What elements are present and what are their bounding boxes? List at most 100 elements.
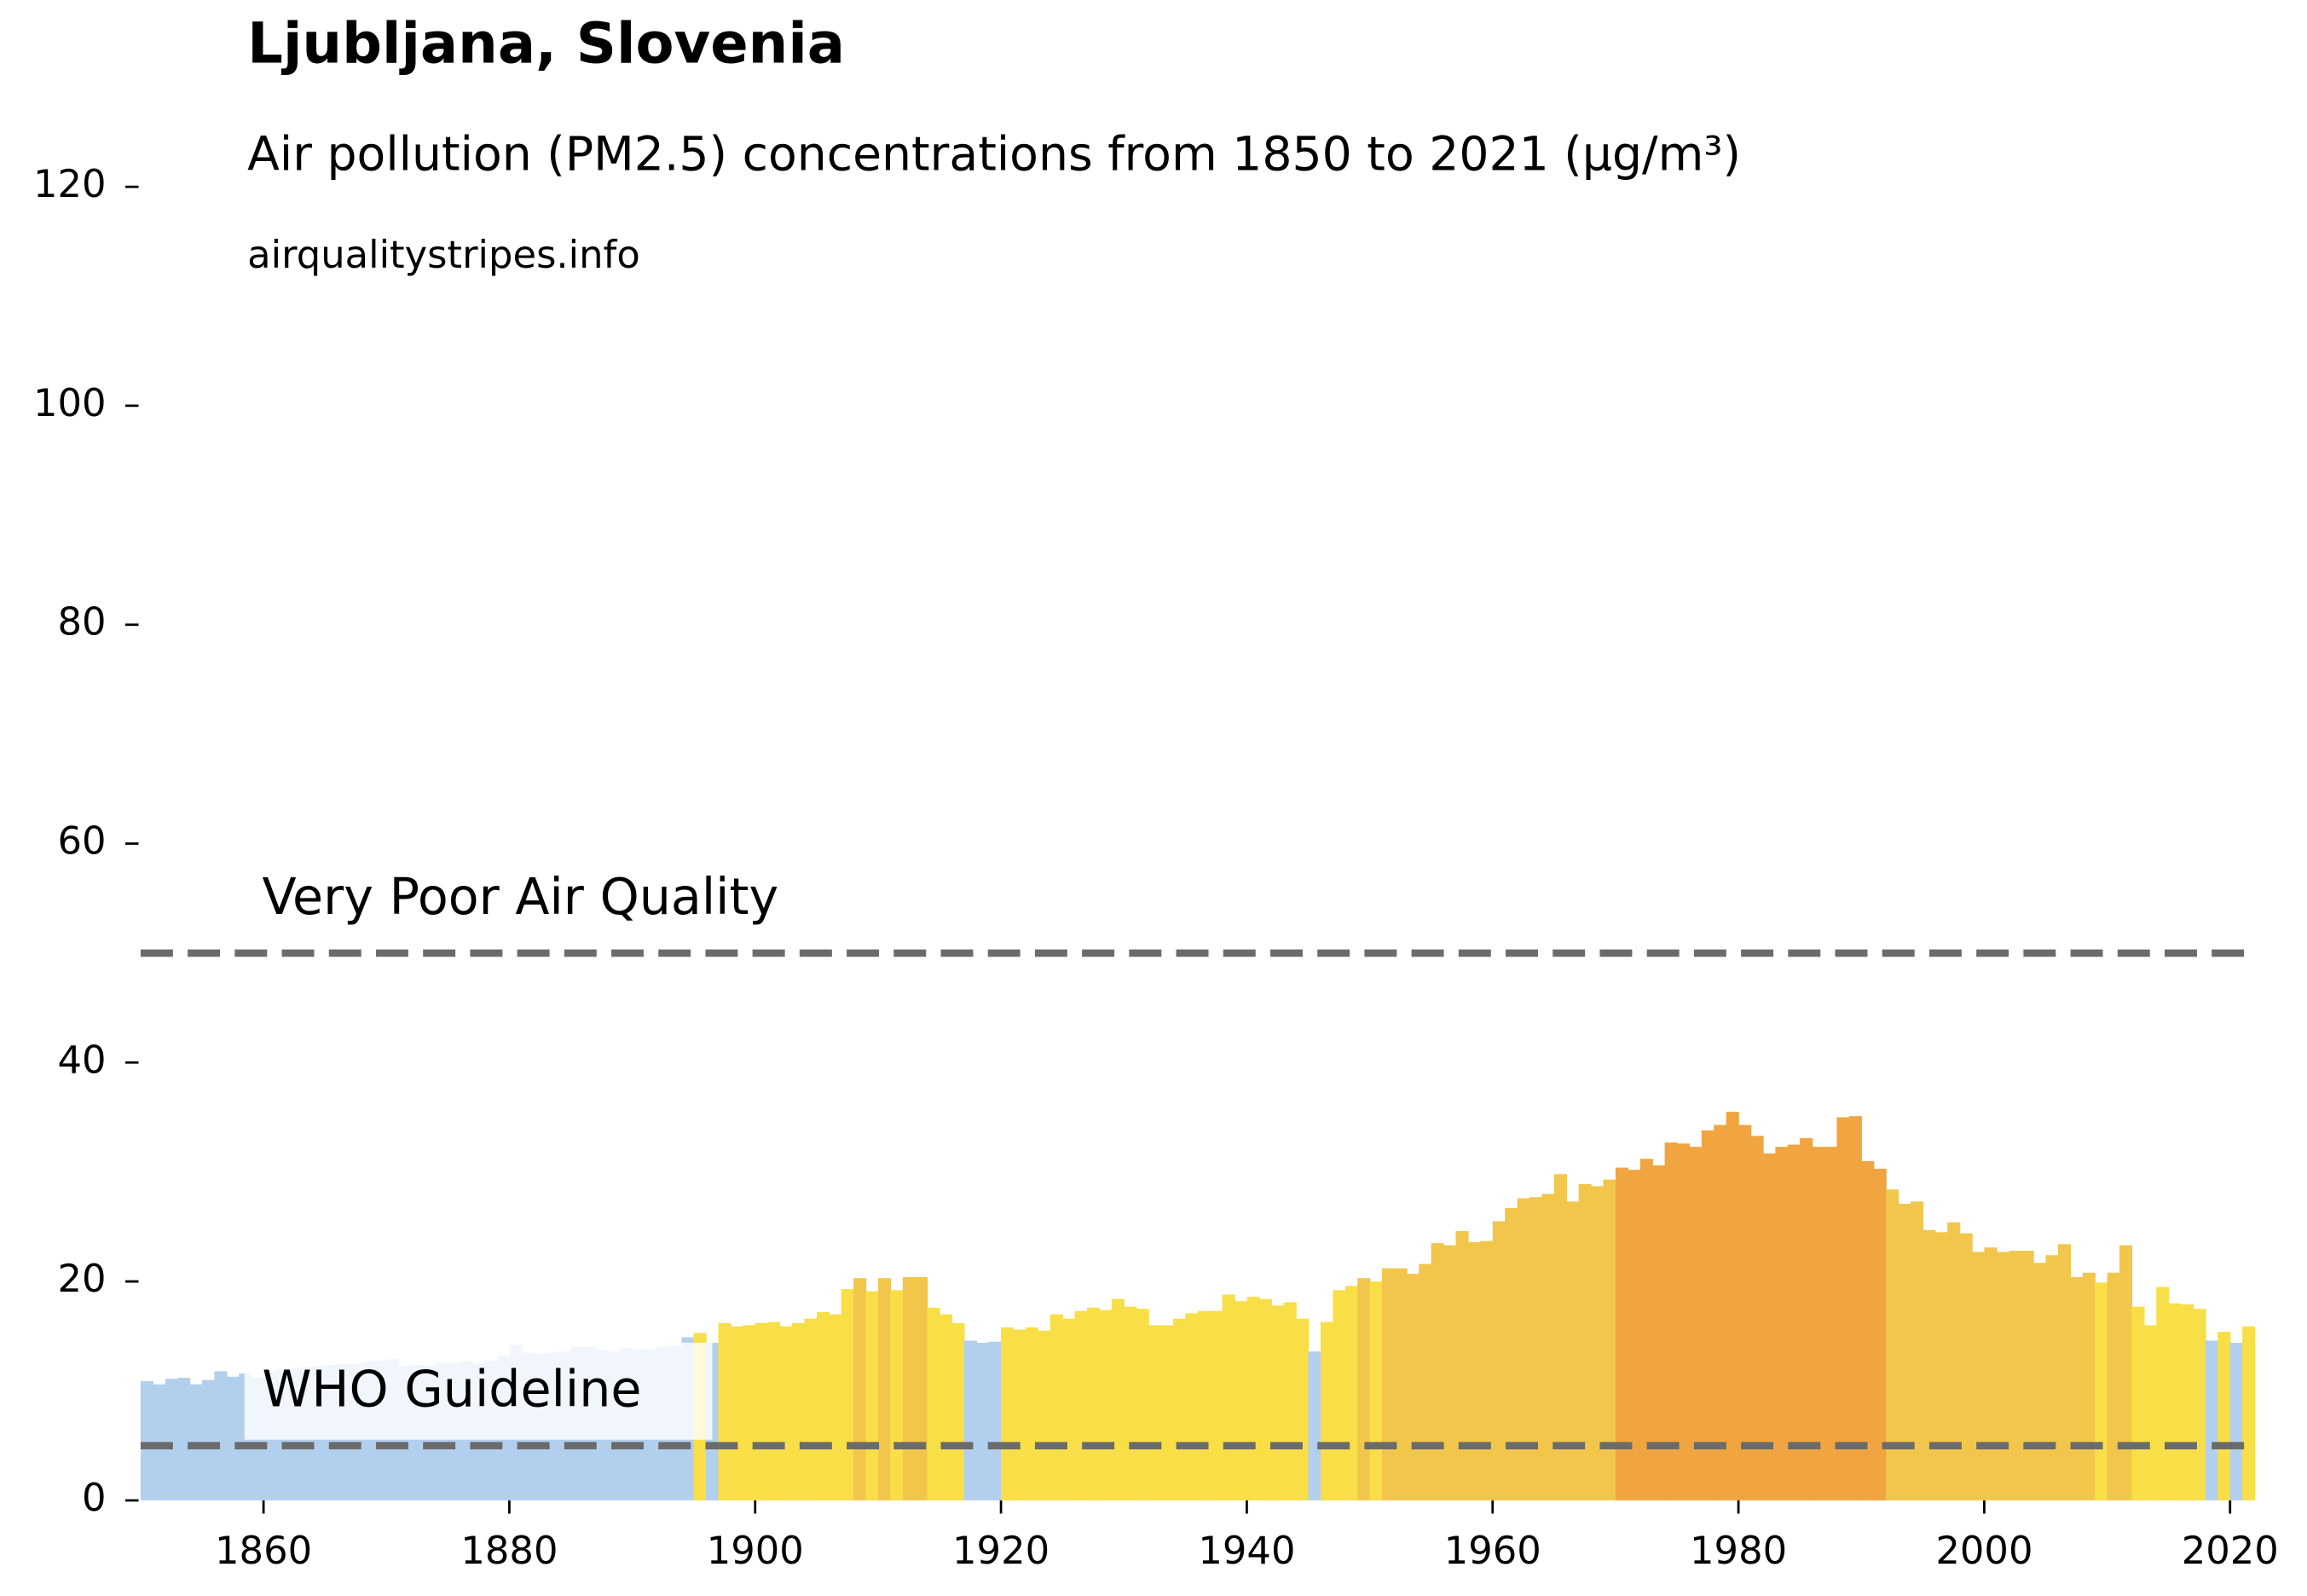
bar: [779, 1326, 793, 1501]
bar: [1836, 1117, 1850, 1501]
bar: [1615, 1167, 1629, 1501]
bar: [214, 1371, 228, 1501]
bar: [2229, 1342, 2243, 1501]
source: airqualitystripes.info: [247, 232, 640, 277]
bar: [1480, 1240, 1494, 1501]
y-tick-label: 20: [57, 1256, 106, 1301]
bar: [755, 1322, 768, 1501]
bar: [1369, 1281, 1383, 1501]
bar: [1541, 1194, 1555, 1501]
bar: [1553, 1174, 1567, 1501]
bar: [1148, 1325, 1162, 1501]
bar: [1074, 1310, 1088, 1501]
reference-label: Very Poor Air Quality: [262, 868, 778, 926]
x-tick-label: 1860: [215, 1528, 312, 1573]
bar: [2057, 1244, 2072, 1501]
bar: [1775, 1147, 1789, 1501]
bar: [177, 1378, 191, 1501]
bar: [1062, 1318, 1076, 1501]
bar: [1505, 1208, 1518, 1501]
bar: [1639, 1159, 1653, 1501]
bar: [1210, 1310, 1223, 1501]
y-tick-label: 80: [57, 599, 106, 645]
bar: [1344, 1286, 1358, 1501]
bar: [940, 1314, 953, 1501]
bar: [1308, 1351, 1321, 1501]
bar: [1762, 1153, 1777, 1501]
bar: [1922, 1229, 1936, 1501]
bar: [2045, 1255, 2059, 1501]
bar: [1996, 1252, 2009, 1501]
bar: [2193, 1309, 2206, 1501]
bar: [1517, 1198, 1530, 1501]
bar: [1689, 1147, 1703, 1501]
bar: [2033, 1263, 2047, 1501]
x-tick-label: 1880: [460, 1528, 558, 1573]
bar: [1664, 1142, 1678, 1501]
bar: [767, 1321, 781, 1501]
bar: [1984, 1247, 1998, 1501]
bar: [226, 1376, 240, 1501]
bar: [2205, 1340, 2219, 1501]
reference-label: WHO Guideline: [262, 1361, 641, 1419]
reference-lines: Very Poor Air Quality WHO Guideline: [140, 868, 2255, 1449]
bar: [1529, 1197, 1543, 1501]
bar: [2181, 1304, 2194, 1501]
bar: [1873, 1168, 1887, 1501]
bar: [1025, 1327, 1039, 1501]
x-tick-label: 1980: [1690, 1528, 1787, 1573]
bar: [730, 1326, 744, 1501]
bar: [1283, 1302, 1297, 1501]
bar: [1172, 1318, 1187, 1501]
bar: [1271, 1305, 1285, 1501]
bar: [915, 1276, 928, 1501]
bar: [1234, 1301, 1248, 1501]
x-tick-label: 2000: [1935, 1528, 2032, 1573]
bar: [1185, 1313, 1199, 1501]
bar: [1455, 1231, 1469, 1501]
bar: [963, 1340, 977, 1501]
x-tick-label: 1920: [952, 1528, 1049, 1573]
bar: [1382, 1268, 1396, 1501]
bar: [804, 1318, 818, 1501]
bars: [140, 1112, 2256, 1501]
chart-title: Ljubljana, Slovenia: [247, 11, 845, 76]
bar: [976, 1342, 990, 1501]
bar: [1812, 1147, 1825, 1501]
bar: [1357, 1278, 1371, 1501]
bar: [1603, 1179, 1616, 1501]
bar: [1947, 1222, 1961, 1501]
bar: [2217, 1332, 2231, 1501]
bar: [927, 1307, 940, 1501]
label-background: [244, 1342, 713, 1440]
bar: [1160, 1325, 1174, 1501]
bar: [2082, 1272, 2096, 1501]
bar: [816, 1312, 830, 1501]
bar: [902, 1276, 916, 1501]
bar: [1001, 1327, 1015, 1501]
bar: [877, 1278, 892, 1501]
bar: [718, 1322, 731, 1501]
bar: [1431, 1243, 1444, 1501]
y-tick-label: 40: [57, 1037, 106, 1082]
bar: [1959, 1233, 1973, 1501]
bar: [2119, 1245, 2133, 1501]
bar: [1898, 1203, 1911, 1501]
bar: [890, 1290, 904, 1501]
bar: [829, 1314, 842, 1501]
bar: [1443, 1245, 1457, 1501]
bar: [1934, 1232, 1948, 1501]
bar: [1677, 1143, 1691, 1501]
bar: [1628, 1170, 1641, 1501]
bar: [853, 1278, 867, 1501]
bar: [1910, 1201, 1924, 1501]
bar: [1701, 1130, 1714, 1501]
bar: [951, 1322, 965, 1501]
bar: [1111, 1298, 1125, 1501]
bar: [2143, 1325, 2157, 1501]
x-tick-label: 1940: [1198, 1528, 1295, 1573]
bar: [2070, 1276, 2084, 1501]
bar: [1099, 1310, 1113, 1501]
bar: [1258, 1298, 1272, 1501]
bar: [2131, 1306, 2145, 1501]
